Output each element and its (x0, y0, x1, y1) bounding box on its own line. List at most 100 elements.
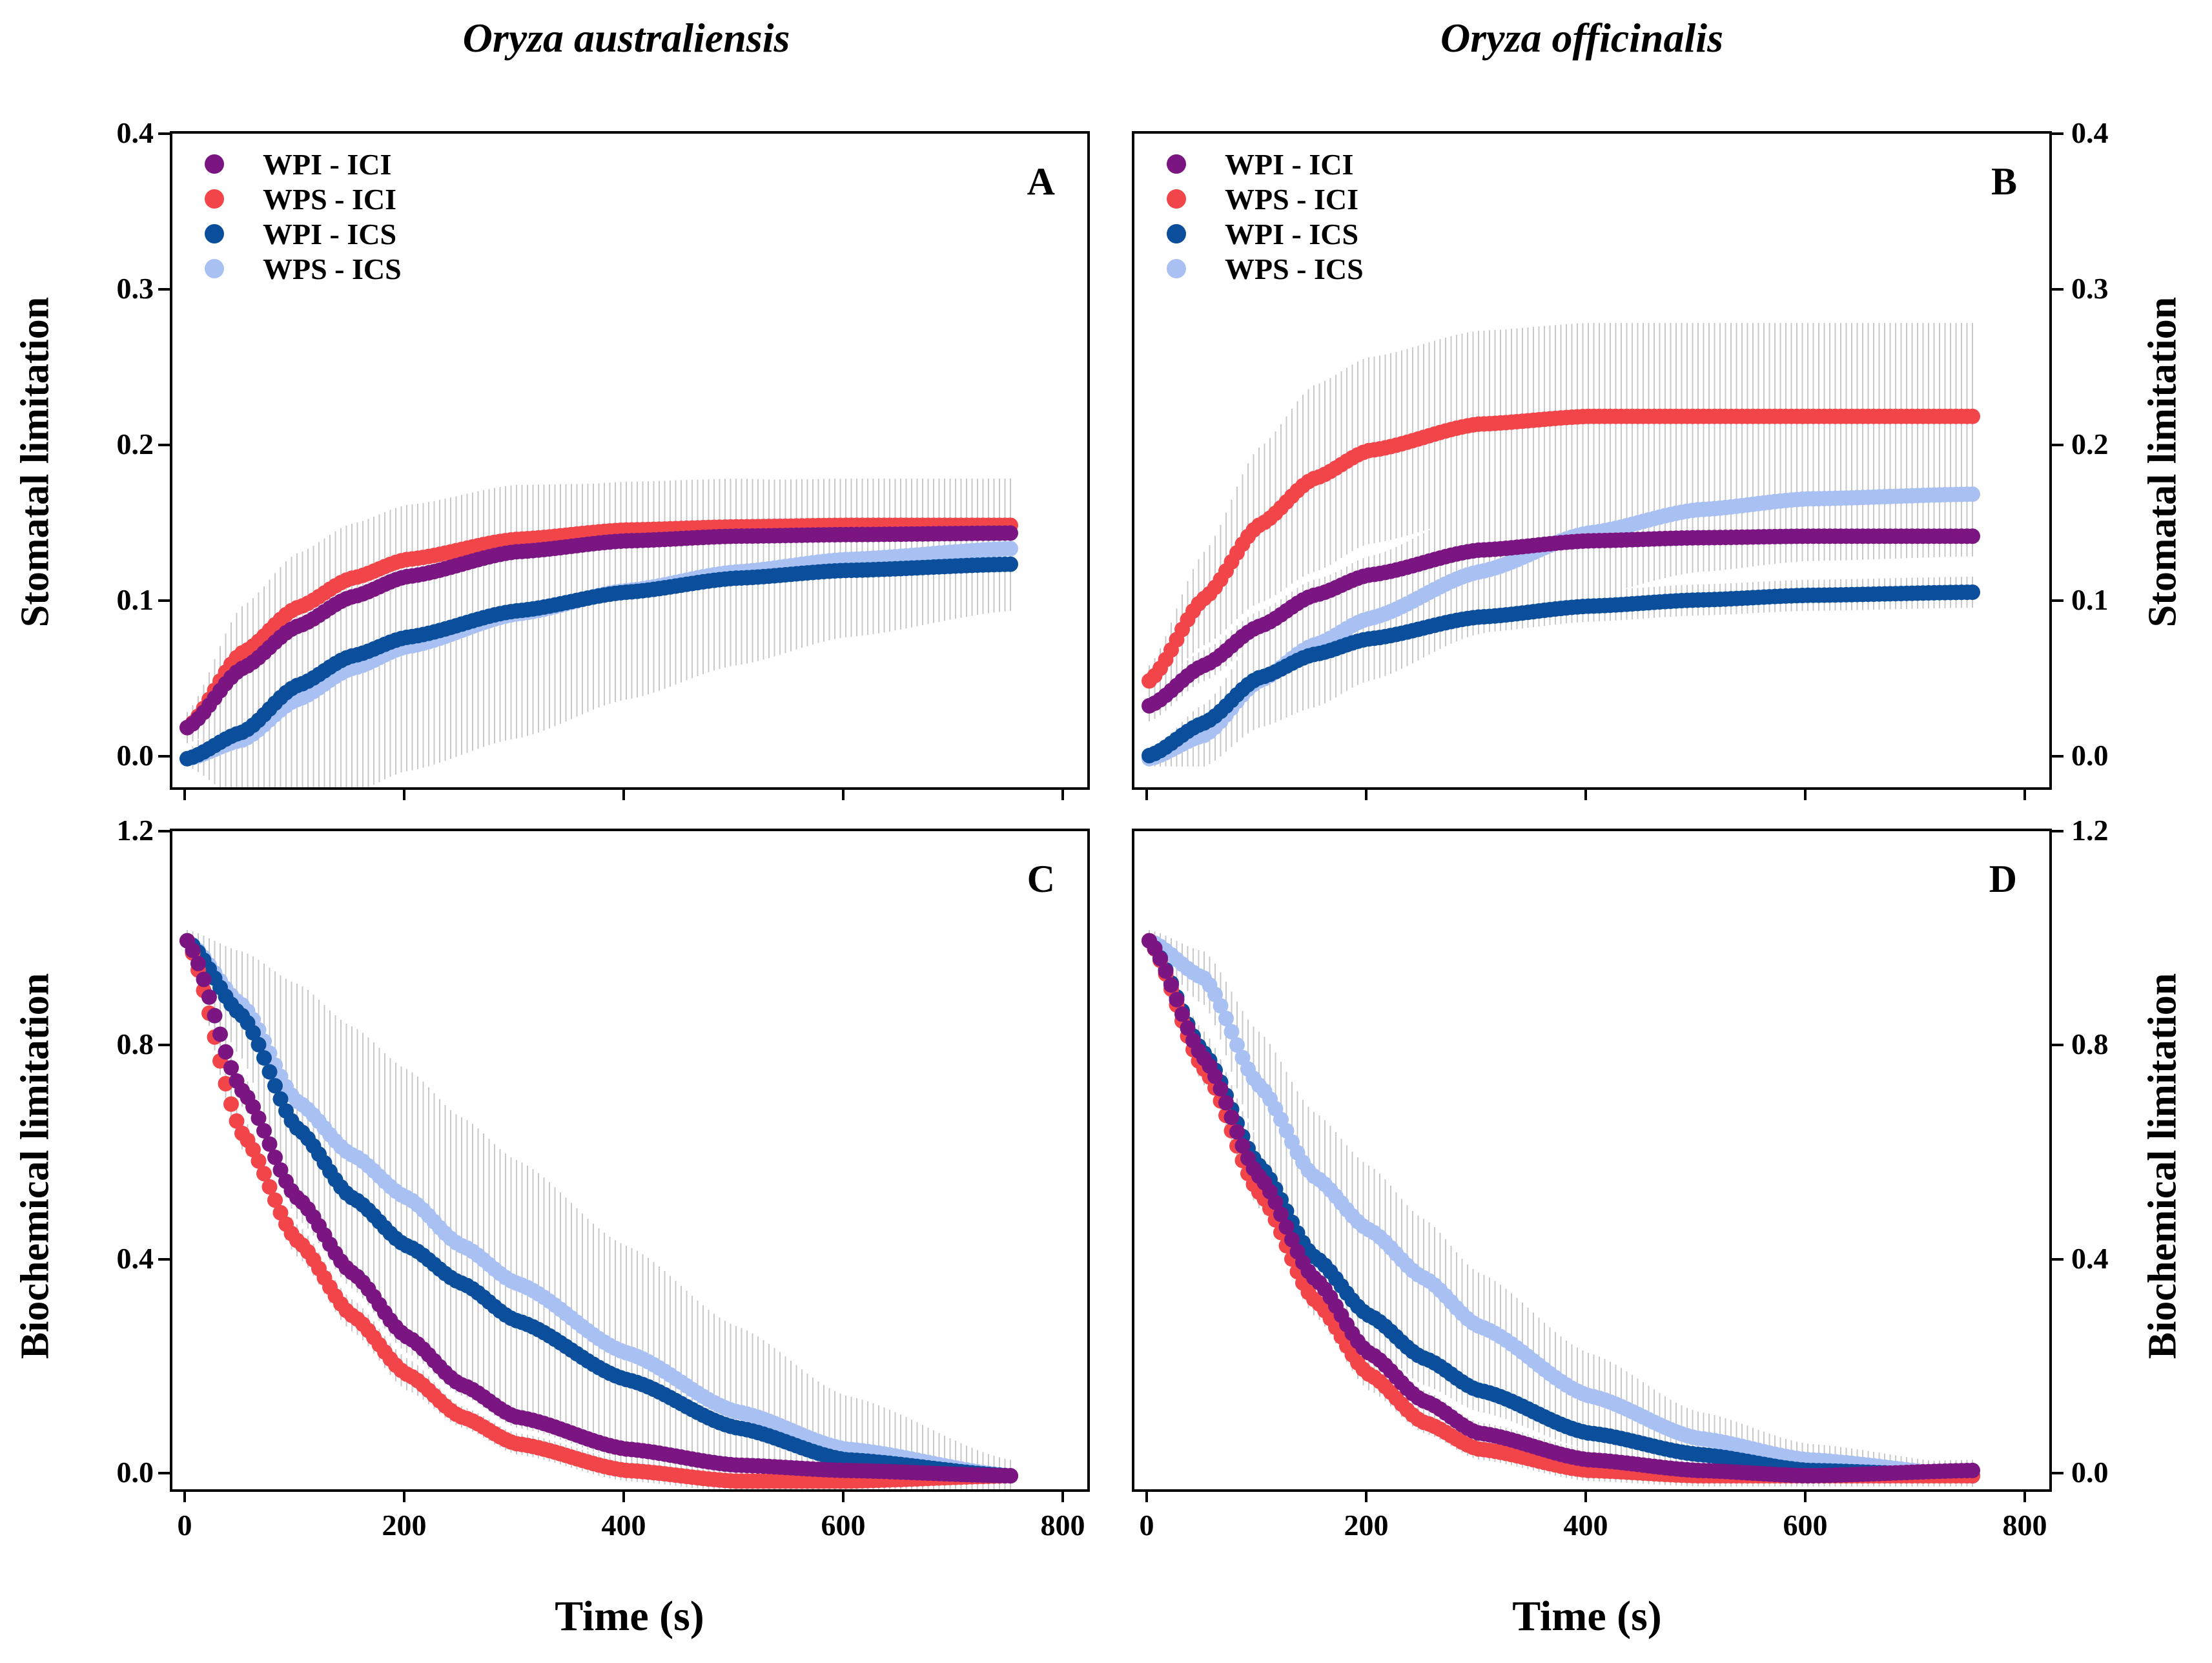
data-point (1218, 1010, 1234, 1026)
legend-label: WPI - ICS (1225, 217, 1359, 251)
data-point (1965, 408, 1980, 424)
series-wpi-ici (179, 525, 1018, 736)
legend-label: WPI - ICS (263, 217, 397, 251)
y-tick-mark (158, 1044, 170, 1047)
legend-label: WPI - ICI (263, 147, 392, 181)
y-tick-label: 0.0 (116, 1456, 154, 1489)
data-point (251, 1037, 267, 1053)
plot-area (179, 930, 1018, 1489)
y-tick-mark (158, 443, 170, 446)
data-point (1965, 584, 1980, 600)
x-tick-mark (2023, 1492, 2026, 1502)
column-title-right: Oryza officinalis (1440, 15, 1723, 61)
x-tick-mark (403, 1492, 405, 1502)
y-tick-label: 0.3 (2071, 271, 2109, 305)
legend-label: WPS - ICS (1225, 252, 1364, 285)
y-tick-label: 0.4 (2071, 116, 2109, 149)
x-tick-mark (1804, 1492, 1807, 1502)
y-tick-mark (158, 1472, 170, 1475)
data-point (1213, 998, 1229, 1014)
data-point (261, 1136, 278, 1152)
x-tick-mark (2023, 790, 2026, 800)
data-point (1284, 1232, 1300, 1248)
x-tick-mark (1365, 1492, 1367, 1502)
x-tick-label: 400 (1563, 1509, 1608, 1542)
series-wps-ici (1142, 408, 1980, 689)
y-axis-label-stomatal-right: Stomatal limitation (2140, 296, 2185, 628)
data-point (1003, 541, 1018, 557)
y-axis-label-biochemical-left: Biochemical limitation (13, 973, 57, 1359)
y-tick-mark (158, 1257, 170, 1261)
data-point (272, 1091, 289, 1107)
y-tick-mark (158, 754, 170, 758)
x-tick-mark (622, 790, 625, 800)
y-tick-mark (2052, 1472, 2064, 1475)
data-point (223, 1096, 239, 1112)
y-tick-label: 0.0 (2071, 738, 2109, 772)
data-point (1965, 486, 1980, 502)
data-point (1152, 951, 1168, 967)
legend-item: WPS - ICS (205, 251, 402, 286)
data-point (1224, 1110, 1240, 1126)
legend-label: WPS - ICS (263, 252, 402, 285)
series-wpi-ici (1142, 933, 1980, 1484)
data-point (1218, 1095, 1234, 1111)
y-tick-label: 1.2 (2071, 814, 2109, 847)
data-point (1174, 1006, 1190, 1022)
x-tick-label: 0 (177, 1509, 192, 1542)
y-tick-label: 0.3 (116, 271, 154, 305)
legend: WPI - ICI WPS - ICI WPI - ICS WPS - ICS (205, 147, 402, 286)
x-tick-mark (1584, 1492, 1587, 1502)
legend-marker-icon (1167, 189, 1186, 209)
panel-label: B (1991, 160, 2017, 203)
data-point (212, 1026, 228, 1042)
data-point (1273, 1206, 1289, 1223)
y-tick-mark (2052, 1257, 2064, 1261)
plot-area (1142, 323, 1980, 767)
data-point (229, 1113, 245, 1129)
data-point (1163, 977, 1179, 993)
data-point (256, 1122, 272, 1139)
data-point (261, 1179, 278, 1195)
data-point (256, 1166, 272, 1182)
legend-item: WPI - ICI (205, 147, 402, 181)
data-point (218, 1044, 234, 1060)
panel-label: D (1989, 858, 2017, 900)
x-tick-mark (842, 1492, 845, 1502)
y-tick-label: 0.2 (116, 427, 154, 460)
legend-item: WPI - ICI (1167, 147, 1364, 181)
data-point (1158, 963, 1174, 979)
column-title-left: Oryza australiensis (462, 15, 790, 61)
data-point (251, 1153, 267, 1169)
y-tick-mark (158, 599, 170, 602)
x-axis-label-left: Time (s) (555, 1593, 704, 1640)
legend-marker-icon (205, 154, 224, 174)
y-tick-label: 0.4 (116, 116, 154, 149)
x-tick-mark (1584, 790, 1587, 800)
panel-c: C (170, 829, 1090, 1492)
panel-b: WPI - ICI WPS - ICI WPI - ICS WPS - ICS … (1132, 131, 2052, 790)
legend-marker-icon (1167, 224, 1186, 243)
data-point (1207, 1068, 1223, 1084)
data-point (1965, 1462, 1980, 1478)
x-tick-mark (1804, 790, 1807, 800)
data-point (1180, 1020, 1196, 1036)
data-point (190, 955, 206, 971)
y-tick-mark (2052, 132, 2064, 135)
y-tick-label: 0.0 (2071, 1456, 2109, 1489)
data-point (1965, 528, 1980, 544)
legend-marker-icon (205, 259, 224, 278)
data-point (1229, 1037, 1245, 1053)
legend-item: WPI - ICS (205, 216, 402, 251)
legend-label: WPI - ICI (1225, 147, 1354, 181)
y-tick-label: 0.1 (116, 583, 154, 616)
x-tick-mark (1365, 790, 1367, 800)
legend-marker-icon (1167, 154, 1186, 174)
y-tick-mark (2052, 830, 2064, 832)
y-tick-label: 0.4 (116, 1241, 154, 1275)
x-tick-label: 800 (2002, 1509, 2047, 1542)
y-tick-mark (2052, 443, 2064, 446)
data-point (201, 989, 217, 1005)
legend-label: WPS - ICI (1225, 182, 1359, 216)
legend-marker-icon (1167, 259, 1186, 278)
